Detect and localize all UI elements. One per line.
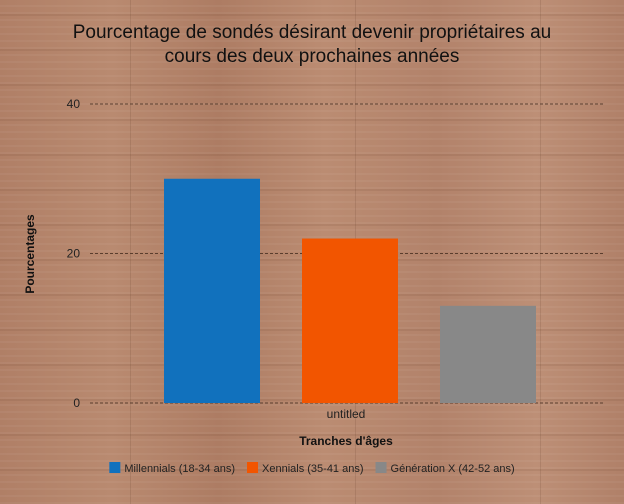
x-axis-title: Tranches d'âges	[299, 434, 393, 448]
chart-title-line-2: cours des deux prochaines années	[165, 46, 460, 67]
bars	[164, 178, 536, 403]
legend-swatch-2	[247, 462, 259, 473]
legend-swatch-1	[109, 462, 121, 473]
legend: Millennials (18-34 ans) Xennials (35-41 a…	[109, 462, 515, 475]
bar-2[interactable]	[302, 238, 398, 403]
legend-label-3: Génération X (42-52 ans)	[391, 463, 515, 475]
legend-item-1[interactable]: Millennials (18-34 ans)	[109, 462, 235, 475]
y-tick-label-0: 0	[73, 396, 80, 410]
bar-1[interactable]	[164, 178, 260, 403]
y-tick-label-20: 20	[67, 247, 81, 261]
x-tick-label: untitled	[327, 407, 366, 421]
legend-swatch-3	[375, 462, 387, 473]
y-axis-ticks: 0 20 40	[67, 97, 81, 410]
legend-label-2: Xennials (35-41 ans)	[262, 463, 364, 475]
bar-3[interactable]	[440, 305, 536, 403]
y-tick-label-40: 40	[67, 97, 81, 111]
legend-item-2[interactable]: Xennials (35-41 ans)	[247, 462, 364, 475]
legend-item-3[interactable]: Génération X (42-52 ans)	[375, 462, 515, 475]
chart-title-line-1: Pourcentage de sondés désirant devenir p…	[73, 22, 551, 43]
legend-label-1: Millennials (18-34 ans)	[124, 463, 235, 475]
y-axis-title: Pourcentages	[23, 214, 37, 294]
